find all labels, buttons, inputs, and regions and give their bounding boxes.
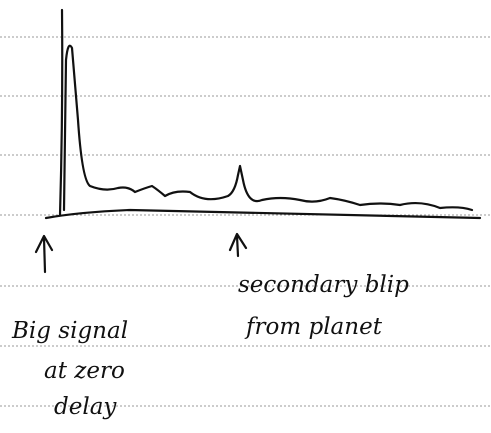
arrow — [230, 234, 246, 256]
page: Big signal at zero delay secondary blip … — [0, 0, 491, 433]
axis-vertical — [60, 10, 62, 215]
signal-curve — [64, 46, 472, 210]
ruled-lines — [0, 37, 491, 406]
annotation-text: from planet — [244, 314, 383, 340]
annotation-text: Big signal — [11, 318, 128, 344]
arrow — [36, 236, 52, 272]
annotation-text: at zero — [44, 358, 125, 384]
baseline-curve — [46, 210, 480, 218]
sketch: Big signal at zero delay secondary blip … — [0, 0, 491, 433]
annotation-text: delay — [54, 394, 117, 420]
annotation-text: secondary blip — [238, 272, 409, 298]
